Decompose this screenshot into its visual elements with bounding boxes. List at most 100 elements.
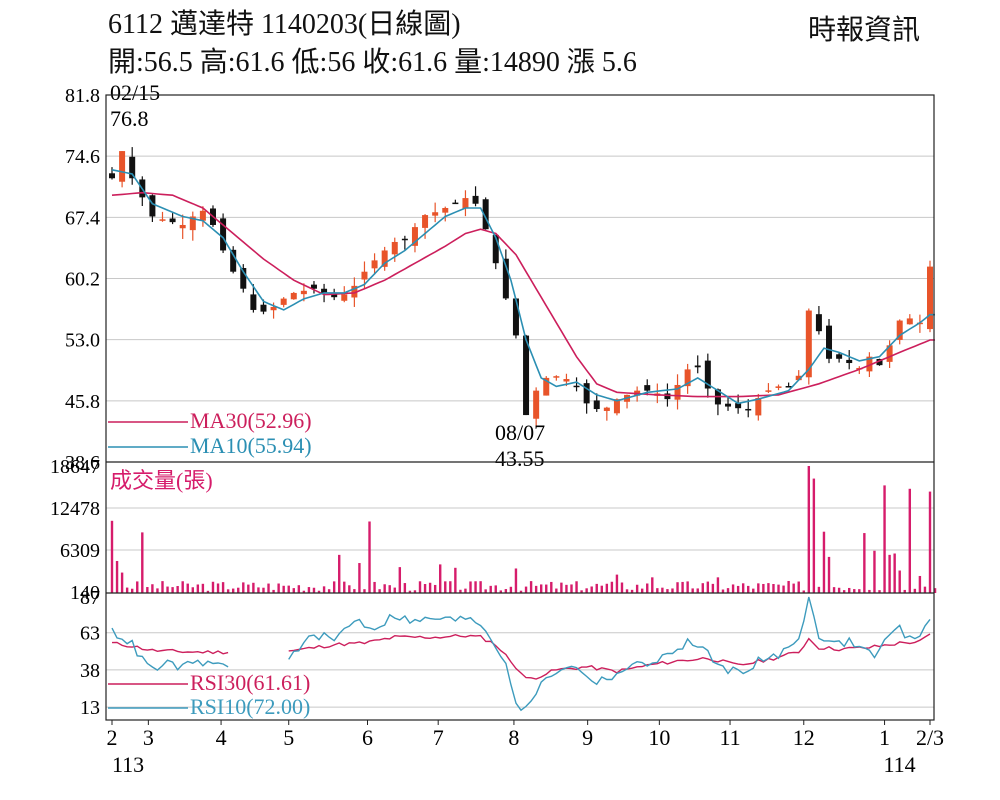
ma30-line — [111, 191, 935, 398]
volume-bar — [701, 583, 704, 593]
volume-bar — [433, 584, 437, 593]
volume-bar — [807, 466, 811, 593]
volume-tick-label: 140 — [70, 582, 100, 604]
month-tick-label: 2/3 — [916, 725, 944, 750]
candle-body — [220, 218, 227, 251]
volume-bar — [489, 585, 492, 593]
candle-body — [452, 202, 459, 205]
volume-bar — [923, 586, 927, 593]
candle-body — [573, 385, 580, 388]
candle-body — [533, 390, 540, 419]
candle-body — [815, 314, 822, 332]
volume-bar — [398, 567, 402, 593]
volume-bar — [509, 586, 513, 593]
volume-bar — [605, 583, 609, 593]
volume-label: 成交量(張) — [110, 468, 213, 493]
rsi-tick-label: 87 — [80, 587, 100, 609]
volume-bar — [731, 584, 735, 593]
volume-bar — [757, 583, 760, 593]
volume-bar — [408, 590, 412, 593]
candle-body — [422, 215, 429, 228]
volume-bar — [267, 583, 270, 593]
candle-body — [644, 385, 651, 391]
candle-body — [290, 292, 297, 300]
volume-bar — [782, 585, 785, 593]
volume-bar — [615, 574, 619, 593]
price-tick-label: 38.6 — [65, 452, 100, 474]
volume-bar — [736, 585, 740, 593]
candle-body — [230, 249, 237, 272]
candle-body — [260, 304, 267, 312]
rsi-panel: RSI30(61.61)RSI10(72.00) — [108, 596, 931, 719]
month-tick-label: 8 — [508, 725, 519, 750]
price-legend-label: MA30(52.96) — [190, 408, 312, 433]
volume-bar — [439, 564, 442, 593]
candle-body — [502, 258, 509, 299]
candle-body — [411, 227, 418, 246]
volume-bar — [575, 581, 578, 593]
volume-bar — [610, 581, 614, 593]
candle-body — [795, 375, 802, 381]
month-tick-label: 11 — [719, 725, 740, 750]
volume-bar — [913, 588, 917, 593]
rsi30-line — [111, 633, 931, 680]
volume-bar — [484, 589, 487, 593]
volume-bar — [115, 560, 119, 593]
candle-body — [169, 218, 176, 223]
volume-bar — [282, 585, 285, 593]
candle-body — [805, 310, 812, 378]
volume-bar — [666, 589, 669, 593]
volume-bar — [186, 583, 189, 593]
volume-bar — [545, 584, 548, 593]
month-tick-label: 6 — [362, 725, 373, 750]
candle-body — [119, 151, 126, 182]
candle-body — [129, 156, 136, 179]
candle-body — [735, 403, 742, 409]
volume-bar — [792, 583, 795, 593]
low-annotation-date: 08/07 — [495, 420, 545, 445]
candle-body — [199, 210, 206, 221]
volume-bar — [595, 583, 598, 593]
candle-body — [149, 195, 156, 217]
volume-bar — [353, 589, 356, 593]
candle-body — [765, 390, 772, 392]
volume-bar — [120, 572, 124, 593]
volume-bar — [519, 590, 523, 593]
candle-body — [109, 173, 115, 179]
volume-bar — [479, 581, 482, 593]
volume-bar — [640, 588, 644, 593]
volume-bar — [196, 584, 200, 593]
volume-bar — [358, 563, 361, 593]
volume-bar — [741, 583, 745, 593]
volume-bar — [459, 589, 462, 593]
candle-body — [280, 298, 287, 305]
candle-body — [886, 345, 893, 362]
volume-bar — [499, 590, 503, 593]
volume-bar — [625, 589, 629, 593]
volume-bar — [413, 590, 417, 593]
volume-bar — [171, 587, 174, 593]
rsi-legend-label: RSI30(61.61) — [190, 670, 310, 695]
volume-bar — [363, 589, 366, 593]
volume-bar — [237, 587, 240, 593]
volume-bar — [873, 550, 876, 593]
volume-bar — [933, 588, 937, 593]
volume-bar — [125, 587, 129, 593]
volume-bar — [322, 586, 326, 593]
volume-bar — [383, 584, 386, 593]
volume-bar — [272, 589, 275, 593]
price-tick-label: 81.8 — [65, 85, 100, 107]
volume-bar — [893, 553, 896, 593]
candle-body — [310, 284, 317, 289]
candle-body — [745, 408, 752, 411]
volume-bar — [691, 588, 694, 593]
candle-body — [482, 199, 489, 230]
month-tick-label: 4 — [216, 725, 227, 750]
volume-bar — [287, 585, 290, 593]
data-source: 時報資訊 — [808, 15, 921, 46]
volume-bar — [338, 554, 341, 593]
candle-body — [331, 293, 338, 298]
candle-body — [593, 400, 600, 410]
volume-bar — [469, 581, 472, 593]
volume-bar — [883, 485, 886, 593]
